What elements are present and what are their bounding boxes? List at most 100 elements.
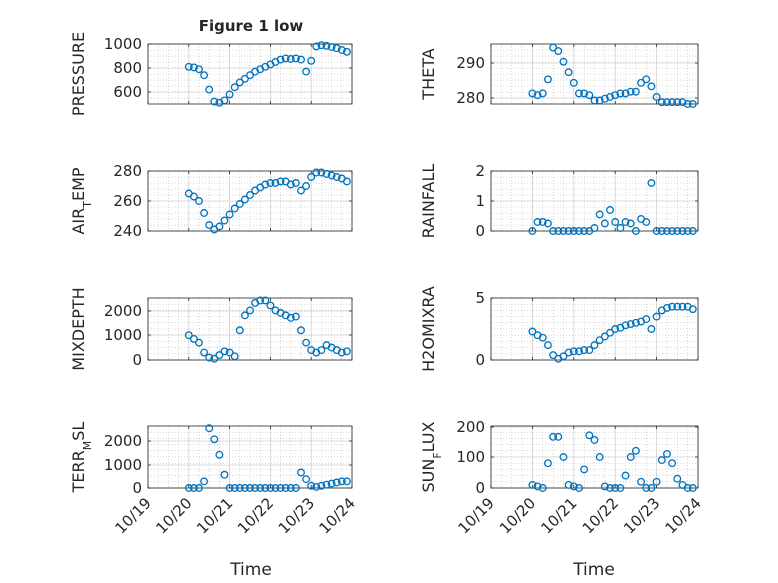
subplot-h2omixra: 0 5 H2OMIXRA xyxy=(419,286,699,372)
data-point xyxy=(631,87,640,96)
data-point xyxy=(678,302,687,311)
data-point xyxy=(647,82,656,91)
data-point xyxy=(215,222,224,231)
data-point xyxy=(559,57,568,66)
data-markers xyxy=(184,296,351,363)
data-point xyxy=(312,168,321,177)
data-point xyxy=(317,41,326,50)
data-point xyxy=(626,320,635,328)
data-point xyxy=(342,347,351,356)
data-point xyxy=(538,484,547,492)
data-point xyxy=(595,210,604,219)
data-point xyxy=(342,47,351,56)
data-point xyxy=(611,325,620,333)
data-point xyxy=(337,348,346,357)
data-point xyxy=(616,89,625,98)
data-point xyxy=(230,352,239,361)
data-point xyxy=(322,480,331,489)
data-point xyxy=(652,227,661,235)
data-point xyxy=(528,327,537,336)
data-point xyxy=(585,431,594,440)
data-point xyxy=(246,306,254,315)
data-point xyxy=(276,177,285,186)
data-point xyxy=(317,168,326,177)
data-point xyxy=(342,477,351,486)
data-point xyxy=(297,55,305,64)
data-point xyxy=(533,218,542,226)
y-axis-label: RAINFALL xyxy=(419,164,438,239)
data-point xyxy=(317,346,326,355)
data-point xyxy=(337,477,346,486)
data-point xyxy=(220,216,229,225)
x-tick-label: 10/20 xyxy=(152,494,195,537)
y-tick-label: 600 xyxy=(113,83,142,101)
data-point xyxy=(600,219,609,228)
data-point xyxy=(663,227,671,235)
data-point xyxy=(543,459,552,468)
x-tick-label: 10/24 xyxy=(316,494,359,537)
data-point xyxy=(322,41,331,50)
data-point xyxy=(688,484,697,492)
data-point xyxy=(200,477,209,486)
data-point xyxy=(246,71,254,80)
data-point xyxy=(215,450,224,459)
data-point xyxy=(585,346,594,355)
data-point xyxy=(317,481,326,490)
data-point xyxy=(600,332,609,341)
data-point xyxy=(642,484,651,492)
data-point xyxy=(184,331,193,340)
data-point xyxy=(595,336,604,345)
data-point xyxy=(688,227,697,235)
data-point xyxy=(195,197,203,205)
x-tick-label: 10/20 xyxy=(496,494,539,537)
x-tick-label: 10/21 xyxy=(193,494,236,537)
data-point xyxy=(225,348,234,357)
data-point xyxy=(626,219,635,228)
data-point xyxy=(554,47,563,56)
data-point xyxy=(189,63,198,72)
data-point xyxy=(235,326,244,335)
data-point xyxy=(291,484,300,492)
data-point xyxy=(235,78,244,87)
data-point xyxy=(611,91,620,100)
xaxis-label-left: Time xyxy=(229,560,272,580)
y-tick-label: 1 xyxy=(475,192,485,210)
data-point xyxy=(286,55,295,63)
data-point xyxy=(220,347,229,356)
data-point xyxy=(678,227,687,235)
subplot-air-temp: 240 260 280 AIRTEMP xyxy=(69,162,353,240)
data-point xyxy=(575,89,583,98)
data-point xyxy=(668,302,677,311)
data-point xyxy=(569,347,578,356)
data-point xyxy=(251,484,260,492)
subplot-rainfall: 0 1 2 RAINFALL xyxy=(419,162,699,240)
data-point xyxy=(621,471,630,480)
data-point xyxy=(235,484,244,492)
data-point xyxy=(337,46,346,54)
data-point xyxy=(549,227,558,235)
subplot-theta: 280 290 THETA xyxy=(419,43,699,108)
data-point xyxy=(564,348,573,357)
figure-title: Figure 1 low xyxy=(199,17,304,35)
y-tick-label: 280 xyxy=(113,162,142,180)
data-point xyxy=(240,74,249,83)
data-point xyxy=(189,484,198,492)
data-point xyxy=(261,484,270,492)
data-point xyxy=(195,338,203,347)
data-markers xyxy=(528,43,697,108)
y-tick-label: 0 xyxy=(475,351,485,369)
data-point xyxy=(549,432,558,441)
data-point xyxy=(266,301,275,310)
data-point xyxy=(210,97,219,106)
data-point xyxy=(215,351,224,359)
data-point xyxy=(580,346,589,355)
data-point xyxy=(575,484,583,492)
data-point xyxy=(621,218,630,226)
data-point xyxy=(626,453,635,461)
data-point xyxy=(291,54,300,63)
data-point xyxy=(195,65,203,74)
data-point xyxy=(663,98,671,107)
data-point xyxy=(220,96,229,105)
data-point xyxy=(200,71,209,80)
data-point xyxy=(302,338,311,347)
